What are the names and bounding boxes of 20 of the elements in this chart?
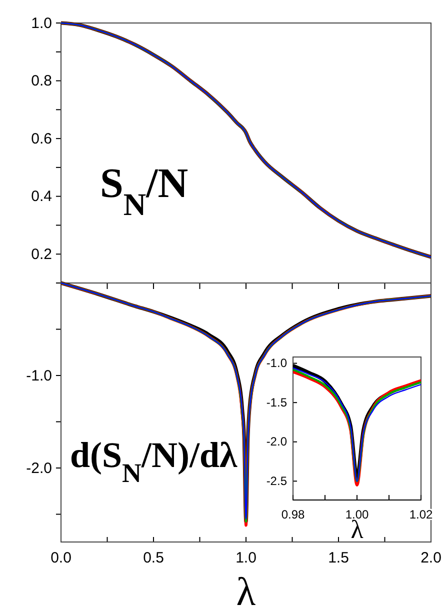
y-tick-label: -2.5 (266, 474, 288, 488)
y-tick-label: -1.0 (266, 356, 288, 370)
y-tick-label: 0.8 (31, 72, 52, 90)
x-axis-title: λ (236, 569, 256, 612)
x-tick-label: 0.98 (281, 508, 305, 522)
y-tick-label: 0.2 (31, 246, 52, 263)
y-tick-label: 0.4 (31, 188, 52, 206)
y-tick-label: -2.0 (266, 434, 288, 449)
y-tick-label: -2.0 (26, 460, 52, 477)
annotation: d(S$_{N}$/N)/dλ (70, 435, 238, 488)
x-tick-label: 0.0 (50, 550, 72, 567)
x-tick-label: 0.5 (143, 550, 164, 567)
x-tick-label: 1.5 (328, 550, 349, 567)
y-tick-label: 1.0 (31, 14, 52, 32)
y-tick-label: -1.5 (266, 395, 288, 410)
x-tick-label: 1.0 (236, 550, 256, 567)
y-tick-label: -1.0 (26, 367, 52, 384)
y-tick-label: 0.6 (31, 130, 52, 148)
annotation: S$_{N}$/N (100, 161, 188, 222)
x-tick-label: 2.0 (420, 550, 442, 567)
